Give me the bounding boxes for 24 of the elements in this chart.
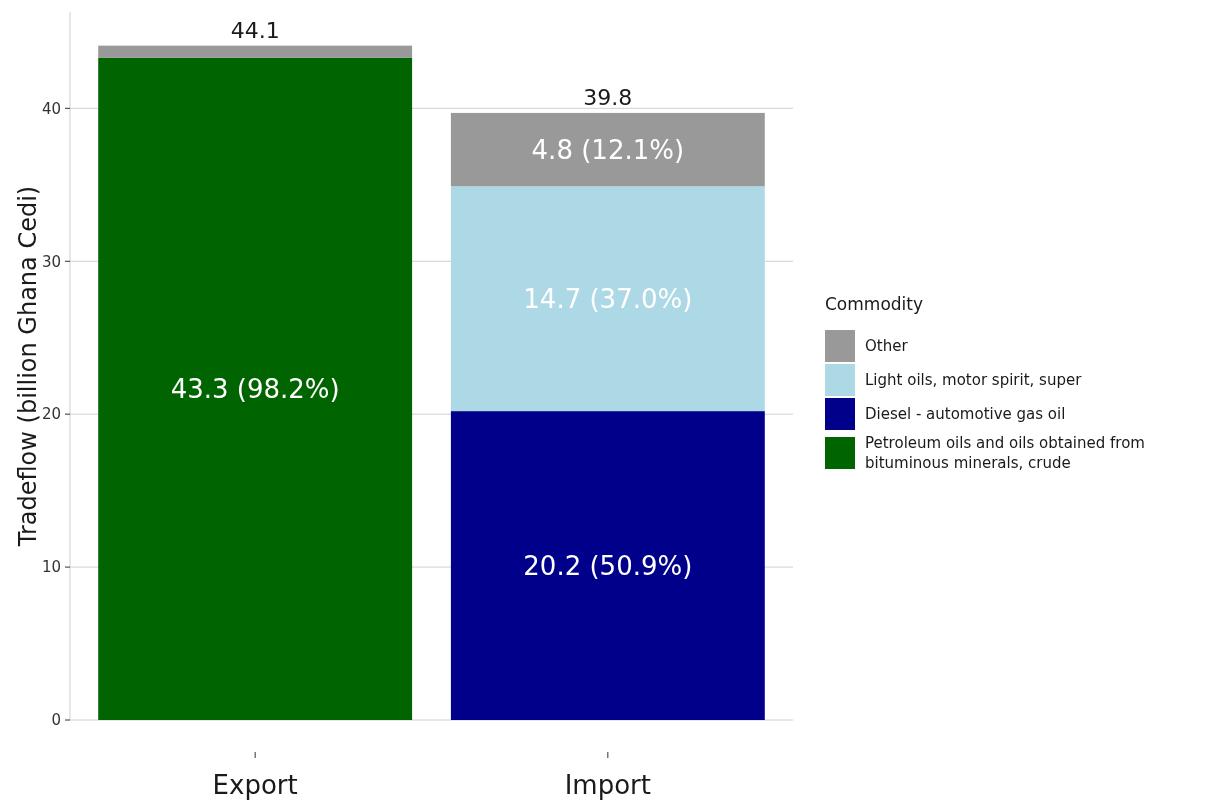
bar bbox=[450, 186, 765, 412]
total-label: 44.1 bbox=[230, 17, 280, 43]
total-label: 39.8 bbox=[583, 84, 633, 110]
x-tick-label: Export bbox=[212, 770, 298, 801]
legend-label: Light oils, motor spirit, super bbox=[865, 371, 1083, 390]
y-tick-label: 10 bbox=[41, 558, 61, 577]
data-label: 43.3 (98.2%) bbox=[170, 374, 340, 405]
y-tick-label: 30 bbox=[41, 252, 61, 271]
bar bbox=[450, 112, 765, 187]
data-label: 20.2 (50.9%) bbox=[523, 550, 693, 581]
bar bbox=[98, 45, 413, 58]
bar bbox=[450, 411, 765, 720]
y-axis-title: Tradeflow (billion Ghana Cedi) bbox=[14, 185, 43, 548]
legend-label: Other bbox=[865, 337, 909, 356]
y-tick-label: 20 bbox=[41, 405, 61, 424]
bar bbox=[98, 57, 413, 720]
legend-title: Commodity bbox=[825, 294, 924, 314]
data-label: 4.8 (12.1%) bbox=[531, 134, 685, 165]
x-tick-label: Import bbox=[564, 770, 651, 801]
data-label: 14.7 (37.0%) bbox=[523, 283, 693, 314]
legend-label: Diesel - automotive gas oil bbox=[865, 405, 1066, 424]
y-tick-label: 0 bbox=[51, 711, 61, 730]
legend-label: Petroleum oils and oils obtained from bituminous minerals, crude bbox=[865, 434, 1150, 473]
y-tick-label: 40 bbox=[41, 99, 61, 118]
